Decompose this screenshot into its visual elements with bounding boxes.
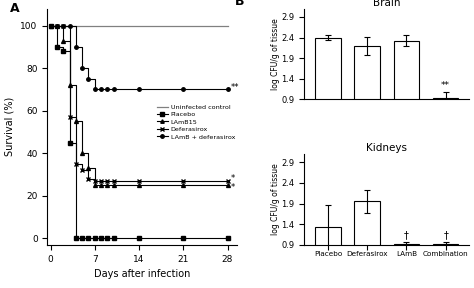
Y-axis label: log CFU/g of tissue: log CFU/g of tissue <box>271 18 280 90</box>
Title: Brain: Brain <box>373 0 401 8</box>
Bar <box>394 244 419 282</box>
Bar <box>315 228 341 282</box>
X-axis label: Days after infection: Days after infection <box>94 269 191 279</box>
Bar <box>394 41 419 137</box>
Bar <box>355 46 380 137</box>
Bar <box>433 244 458 282</box>
Bar <box>355 201 380 282</box>
Y-axis label: Survival (%): Survival (%) <box>5 97 15 156</box>
Bar <box>315 37 341 137</box>
Text: B: B <box>235 0 245 8</box>
Text: †: † <box>443 231 448 241</box>
Title: Kidneys: Kidneys <box>366 143 407 153</box>
Legend: Uninfected control, Placebo, LAmB15, Deferasirox, LAmB + deferasirox: Uninfected control, Placebo, LAmB15, Def… <box>154 102 237 142</box>
Text: **: ** <box>441 81 450 90</box>
Text: *: * <box>231 174 235 183</box>
Y-axis label: log CFU/g of tissue: log CFU/g of tissue <box>271 164 280 235</box>
Text: A: A <box>9 1 19 15</box>
Bar <box>433 98 458 137</box>
Text: *: * <box>231 183 235 192</box>
Text: **: ** <box>231 83 239 92</box>
Text: †: † <box>404 231 409 241</box>
